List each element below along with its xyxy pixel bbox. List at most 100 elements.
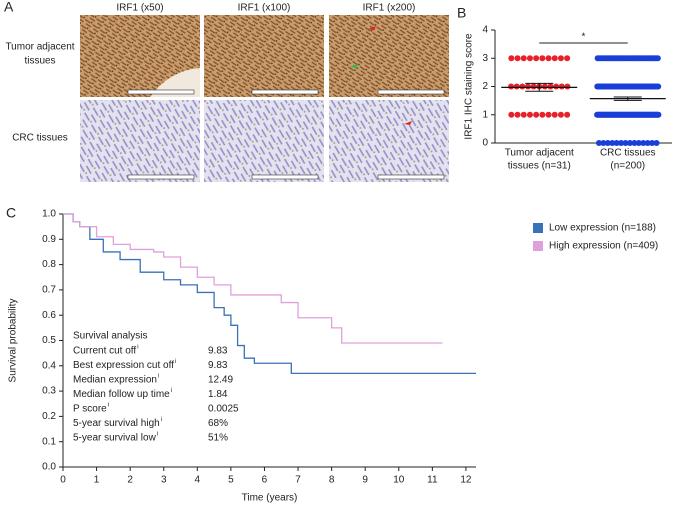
- x-tick-label: 2: [127, 475, 133, 486]
- y-axis-label: Survival probability: [8, 299, 19, 383]
- data-point: [526, 55, 533, 62]
- table-label: P score: [73, 404, 107, 415]
- panel-label: B: [457, 5, 466, 21]
- x-tick-label: 10: [393, 475, 405, 486]
- table-value: 1.84: [208, 389, 228, 400]
- data-point: [533, 111, 540, 118]
- legend-label: Low expression (n=188): [549, 223, 656, 234]
- x-tick-label: 6: [262, 475, 268, 486]
- legend-swatch: [533, 223, 543, 233]
- y-tick-label: 0.6: [42, 310, 56, 321]
- table-sup: i: [161, 417, 162, 423]
- x-tick-label: 9: [362, 475, 368, 486]
- x-tick-label: (n=200): [610, 161, 645, 172]
- micrograph: [204, 15, 324, 97]
- data-point: [545, 111, 552, 118]
- table-label: Median expression: [73, 375, 157, 386]
- data-point: [508, 83, 515, 90]
- y-tick-label: 2: [482, 81, 488, 92]
- data-point: [635, 140, 642, 146]
- x-tick-label: 8: [329, 475, 335, 486]
- table-value: 0.0025: [208, 404, 239, 415]
- y-tick-label: 0.4: [42, 360, 56, 371]
- data-point: [609, 140, 616, 146]
- x-tick-label: 3: [161, 475, 167, 486]
- data-point: [655, 83, 662, 90]
- table-label: Median follow up time: [73, 389, 170, 400]
- micrograph: [204, 100, 324, 182]
- x-tick-label: 7: [295, 475, 301, 486]
- legend-label: High expression (n=409): [549, 241, 658, 252]
- table-sup: i: [171, 388, 172, 394]
- table-label: Best expression cut off: [73, 360, 174, 371]
- y-tick-label: 0: [482, 138, 488, 149]
- table-label: Current cut off: [73, 346, 136, 357]
- y-tick-label: 0.2: [42, 411, 56, 422]
- y-axis-label: IRF1 IHC staining score: [464, 33, 475, 140]
- column-title: IRF1 (x200): [363, 3, 416, 14]
- data-point: [622, 140, 629, 146]
- table-value: 9.83: [208, 346, 228, 357]
- table-label: 5-year survival low: [73, 433, 157, 444]
- panel-label: C: [6, 205, 16, 221]
- data-point: [520, 55, 527, 62]
- column-title: IRF1 (x100): [238, 3, 291, 14]
- data-point: [533, 55, 540, 62]
- x-tick-label: tissues (n=31): [508, 161, 571, 172]
- panel-label: A: [4, 0, 14, 15]
- scale-bar: [251, 174, 319, 180]
- row-label: Tumor adjacent: [5, 42, 74, 53]
- scale-bar: [251, 89, 319, 95]
- x-tick-label: 0: [60, 475, 66, 486]
- data-point: [513, 83, 520, 90]
- x-tick-label: 4: [195, 475, 201, 486]
- table-value: 68%: [208, 418, 228, 429]
- survival-curve: [63, 213, 443, 344]
- data-point: [613, 140, 620, 146]
- x-tick-label: 1: [94, 475, 100, 486]
- table-value: 12.49: [208, 375, 233, 386]
- data-point: [644, 140, 651, 146]
- y-tick-label: 0.7: [42, 285, 56, 296]
- data-point: [545, 55, 552, 62]
- data-point: [514, 111, 521, 118]
- data-point: [547, 83, 554, 90]
- data-point: [631, 140, 638, 146]
- data-point: [519, 83, 526, 90]
- data-point: [539, 55, 546, 62]
- data-point: [530, 83, 537, 90]
- data-point: [558, 83, 565, 90]
- y-tick-label: 0.8: [42, 259, 56, 270]
- survival-curve: [63, 213, 476, 375]
- data-point: [618, 140, 625, 146]
- micrograph: [80, 100, 200, 182]
- data-point: [649, 140, 656, 146]
- data-point: [526, 111, 533, 118]
- data-point: [551, 111, 558, 118]
- data-point: [604, 140, 611, 146]
- micrograph: [329, 100, 449, 182]
- table-sup: i: [137, 345, 138, 351]
- data-point: [595, 140, 602, 146]
- scale-bar: [377, 174, 445, 180]
- row-label: tissues: [24, 56, 55, 67]
- table-label: 5-year survival high: [73, 418, 160, 429]
- data-point: [564, 111, 571, 118]
- data-point: [600, 140, 607, 146]
- data-point: [551, 55, 558, 62]
- row-label: CRC tissues: [12, 133, 68, 144]
- data-point: [514, 55, 521, 62]
- arrow: [350, 64, 358, 68]
- y-tick-label: 0.1: [42, 436, 56, 447]
- y-tick-label: 4: [482, 25, 488, 36]
- y-tick-label: 3: [482, 53, 488, 64]
- y-tick-label: 0.9: [42, 234, 56, 245]
- data-point: [508, 55, 515, 62]
- data-point: [541, 83, 548, 90]
- arrow: [368, 26, 376, 30]
- scale-bar: [127, 89, 195, 95]
- data-point: [653, 140, 660, 146]
- scale-bar: [377, 89, 445, 95]
- x-tick-label: 12: [460, 475, 472, 486]
